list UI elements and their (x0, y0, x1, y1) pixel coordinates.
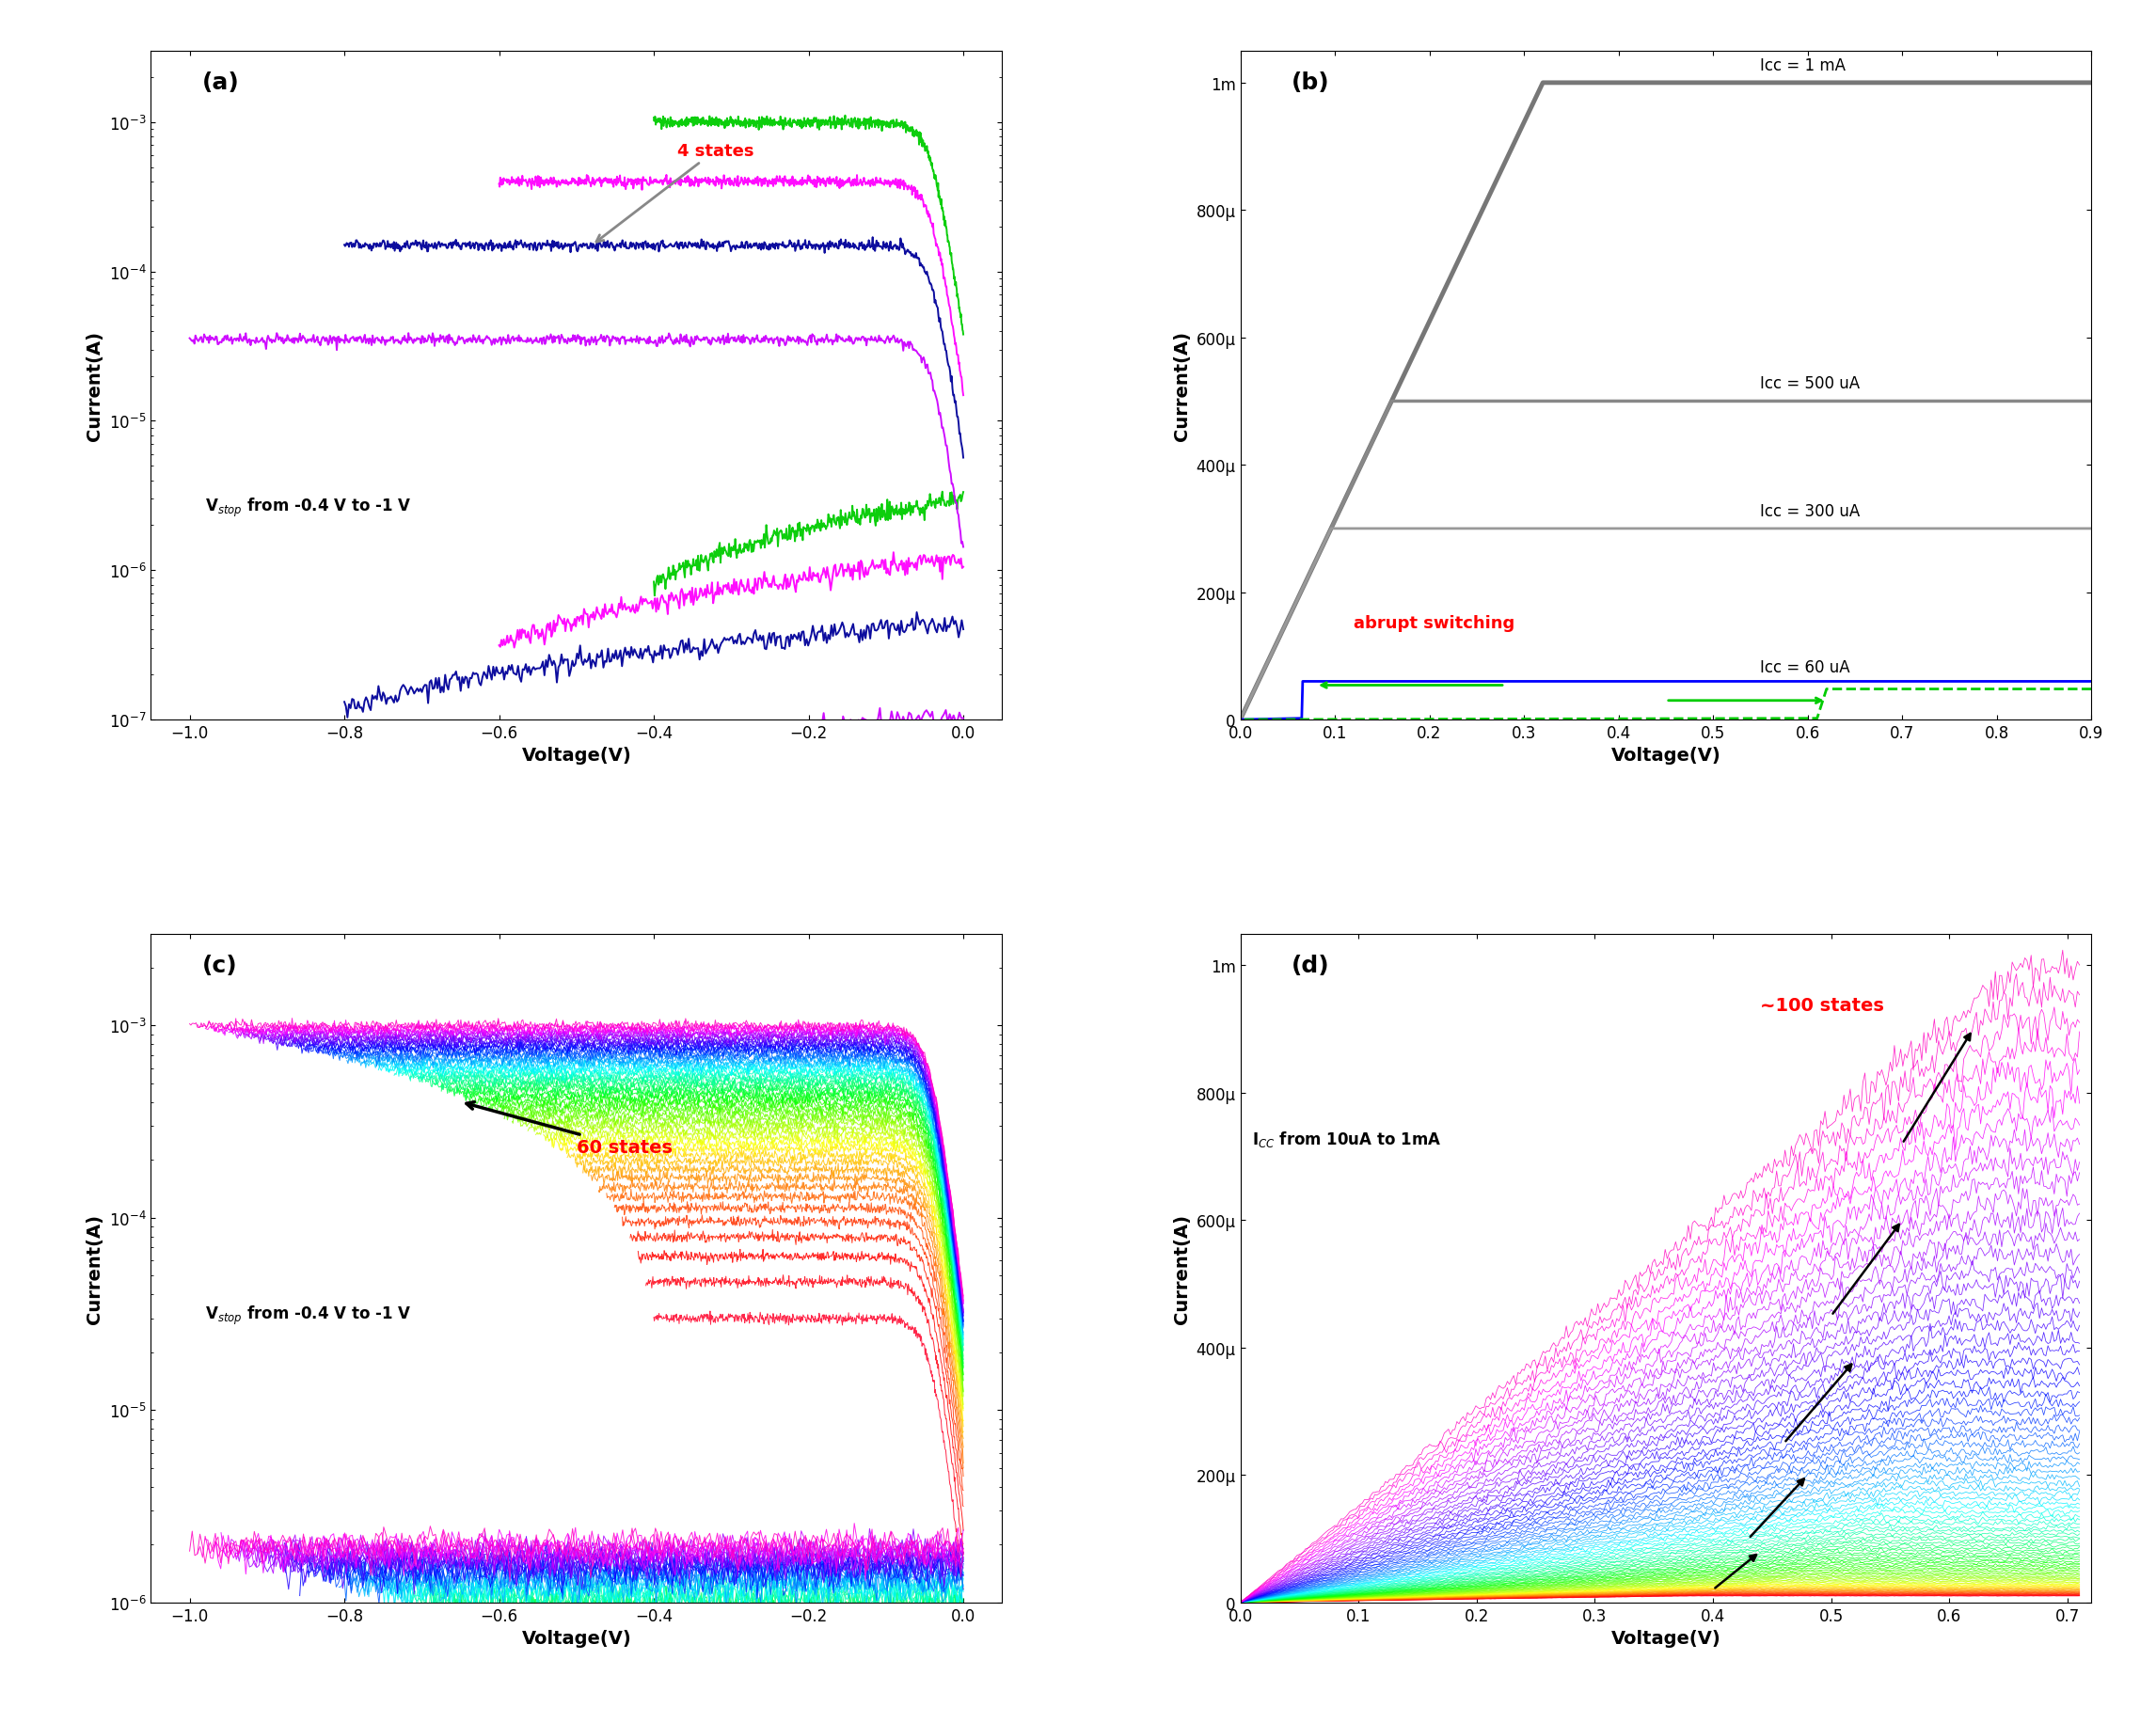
Text: V$_{stop}$ from -0.4 V to -1 V: V$_{stop}$ from -0.4 V to -1 V (205, 1303, 412, 1327)
Text: 4 states: 4 states (597, 143, 755, 243)
Y-axis label: Current(A): Current(A) (1173, 1213, 1190, 1323)
Y-axis label: Current(A): Current(A) (1173, 331, 1190, 441)
Text: abrupt switching: abrupt switching (1354, 615, 1516, 632)
Text: I$_{CC}$ from 10uA to 1mA: I$_{CC}$ from 10uA to 1mA (1253, 1129, 1442, 1149)
Text: V$_{stop}$ from -0.4 V to -1 V: V$_{stop}$ from -0.4 V to -1 V (205, 496, 412, 519)
Text: (c): (c) (203, 955, 237, 977)
Text: Icc = 300 uA: Icc = 300 uA (1759, 503, 1861, 520)
Text: ~100 states: ~100 states (1759, 996, 1884, 1015)
Text: Icc = 500 uA: Icc = 500 uA (1759, 376, 1861, 393)
Y-axis label: Current(A): Current(A) (86, 331, 103, 441)
Text: 60 states: 60 states (466, 1103, 673, 1156)
Text: (a): (a) (203, 72, 239, 95)
Text: Icc = 1 mA: Icc = 1 mA (1759, 57, 1846, 74)
X-axis label: Voltage(V): Voltage(V) (1611, 746, 1720, 765)
Y-axis label: Current(A): Current(A) (86, 1213, 103, 1323)
Text: Icc = 60 uA: Icc = 60 uA (1759, 660, 1850, 675)
Text: (b): (b) (1291, 72, 1330, 95)
X-axis label: Voltage(V): Voltage(V) (1611, 1630, 1720, 1647)
X-axis label: Voltage(V): Voltage(V) (522, 1630, 632, 1647)
X-axis label: Voltage(V): Voltage(V) (522, 746, 632, 765)
Text: (d): (d) (1291, 955, 1330, 977)
